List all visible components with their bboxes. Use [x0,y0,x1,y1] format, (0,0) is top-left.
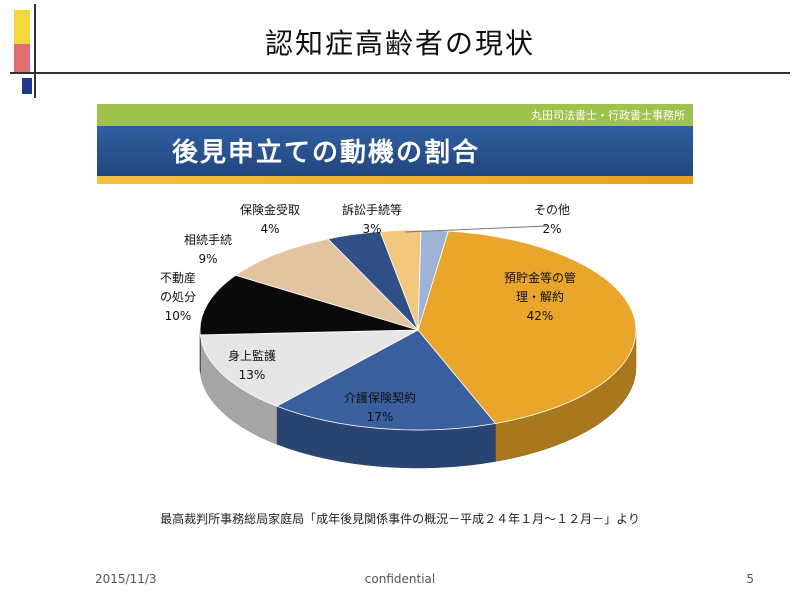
corner-red-block [14,44,30,72]
leader-line-other [404,225,549,233]
pie-slice-4 [234,238,419,331]
slice-category-label-0: 理・解約 [516,289,564,304]
slice-value-label-5: 4% [260,222,279,236]
chart-banner: 丸田司法書士・行政書士事務所 後見申立ての動機の割合 [97,104,693,184]
banner-sub-strip [97,176,693,184]
slice-category-label-3: 不動産 [160,270,196,285]
pie-slice-3 [199,274,419,336]
corner-blue-block [22,78,32,94]
slice-value-label-2: 13% [239,368,266,382]
slice-category-label-7: その他 [534,203,570,217]
banner-main-strip [97,126,693,176]
slice-category-label-5: 保険金受取 [240,202,300,217]
footer-confidential: confidential [364,572,436,586]
corner-yellow-block [14,10,30,44]
page-title: 認知症高齢者の現状 [264,27,535,60]
slice-value-label-0: 42% [527,309,554,323]
slice-value-label-1: 17% [367,410,394,424]
slice-value-label-4: 9% [198,252,217,266]
slice-category-label-2: 身上監護 [228,348,276,363]
pie-slice-0 [417,230,637,424]
footer-page-number: 5 [746,572,754,586]
corner-vertical-line [34,4,36,98]
pie-slice-2 [199,329,419,407]
source-note: 最高裁判所事務総局家庭局「成年後見関係事件の概況－平成２４年１月～１２月－」より [160,512,640,526]
slice-value-label-7: 2% [542,222,561,236]
pie-slice-1 [275,329,497,431]
slice-category-label-0: 預貯金等の管 [504,270,576,285]
slice-value-label-3: 10% [165,309,192,323]
footer-date: 2015/11/3 [95,572,157,586]
banner-org-name: 丸田司法書士・行政書士事務所 [531,109,685,122]
slice-category-label-4: 相続手続 [184,233,232,247]
slice-category-label-1: 介護保険契約 [344,390,416,405]
slice-value-label-6: 3% [362,222,381,236]
slice-category-label-6: 訴訟手続等 [342,202,402,217]
title-divider [10,72,790,74]
chart-title: 後見申立ての動機の割合 [172,138,481,168]
banner-top-strip: 丸田司法書士・行政書士事務所 [97,104,693,126]
slice-category-label-3: の処分 [160,290,196,304]
